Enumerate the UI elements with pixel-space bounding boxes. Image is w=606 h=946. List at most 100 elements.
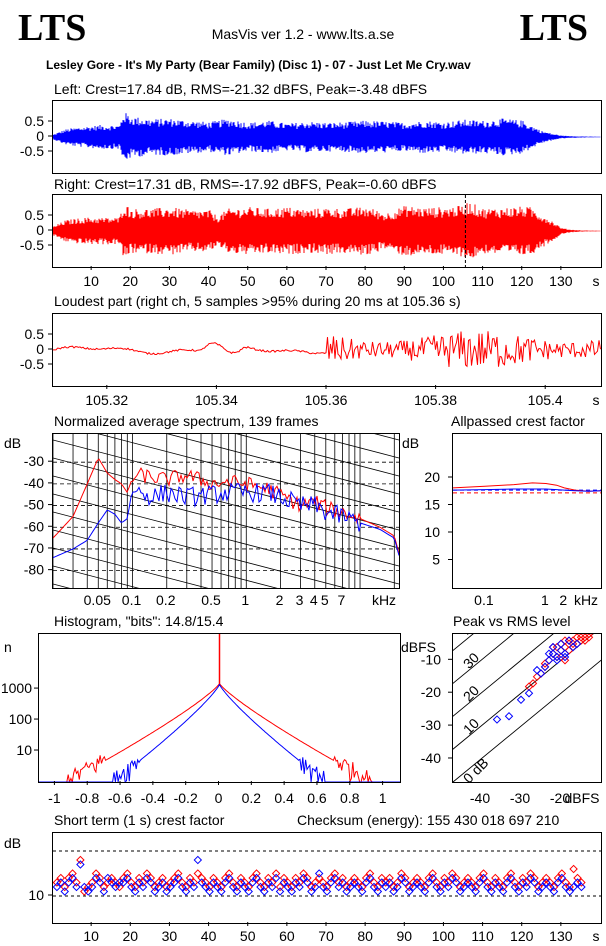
spectrum-slope-line [53, 457, 399, 549]
short-term-point-left [463, 878, 473, 887]
spectrum-xtick-label: 5 [321, 592, 329, 608]
spectrum-slope-line [305, 434, 399, 459]
short-term-point-left [365, 873, 375, 883]
left-waveform-ytick-label: 0.5 [25, 113, 45, 129]
spectrum-xtick-label: 0.5 [201, 592, 221, 608]
allpass-ylabel: dB [402, 435, 419, 451]
right-waveform-xtick-label: 50 [240, 273, 256, 289]
loudest-xtick-label: 105.38 [414, 392, 457, 408]
peak-rms-xlabel: dBFS [564, 790, 599, 806]
right-waveform-xtick-label: 80 [357, 273, 373, 289]
right-waveform-ytick-label: -0.5 [20, 237, 44, 253]
right-waveform-trace [53, 203, 601, 258]
spectrum-slope-line [53, 583, 70, 588]
short-term-point-right [56, 873, 66, 883]
short-term-point-left [99, 887, 109, 896]
short-term-point-left [510, 882, 520, 892]
short-term-xtick-label: 60 [279, 928, 295, 944]
histogram-title: Histogram, "bits": 14.8/15.4 [54, 613, 224, 629]
left-channel-title: Left: Crest=17.84 dB, RMS=-21.32 dBFS, P… [54, 81, 428, 97]
short-term-point-left [538, 882, 547, 892]
peak-rms-title: Peak vs RMS level [453, 613, 571, 629]
allpass-title: Allpassed crest factor [451, 413, 585, 429]
short-term-point-left [142, 873, 152, 883]
short-term-point-left [134, 878, 144, 887]
peak-rms-point-left [556, 639, 566, 649]
histogram-ytick-label: 10 [16, 742, 32, 758]
short-term-point-left [197, 878, 206, 887]
short-term-point-right [440, 873, 449, 883]
loudest-xtick-label: 105.4 [528, 392, 563, 408]
short-term-point-right [60, 882, 69, 892]
short-term-point-right [291, 873, 300, 883]
short-term-point-right [541, 873, 551, 883]
right-waveform-xtick-label: 110 [471, 273, 494, 289]
short-term-point-left [119, 878, 128, 887]
spectrum-slope-line [53, 547, 209, 588]
short-term-point-left [189, 882, 199, 892]
short-term-point-left [299, 873, 308, 883]
short-term-xtick-label: 70 [318, 928, 334, 944]
spectrum-xtick-label: 0.2 [156, 592, 176, 608]
spectrum-ylabel: dB [4, 435, 21, 451]
histogram-ytick-label: 100 [9, 711, 33, 727]
track-title: Lesley Gore - It's My Party (Bear Family… [46, 58, 471, 72]
histogram-xtick-label: -1 [48, 790, 61, 806]
short-term-point-left [389, 887, 398, 896]
allpass-plot [453, 482, 601, 494]
short-term-point-left [408, 882, 418, 892]
short-term-point-left [518, 878, 527, 887]
short-term-point-left [83, 887, 93, 896]
loudest-xtick-label: 105.32 [85, 392, 128, 408]
short-term-point-left [80, 882, 89, 892]
short-term-point-left [541, 878, 551, 887]
short-term-point-right [557, 869, 567, 878]
histogram-series-left [39, 683, 400, 782]
short-term-xtick-label: 50 [240, 928, 256, 944]
short-term-point-left [573, 878, 582, 887]
short-term-point-left [498, 887, 508, 896]
short-term-point-right [279, 873, 289, 883]
short-term-point-right [412, 873, 422, 883]
peak-rms-point-left [524, 688, 534, 698]
short-term-point-left [283, 882, 293, 892]
short-term-point-left [193, 855, 203, 865]
spectrum-series-left [53, 482, 399, 559]
short-term-point-right [72, 878, 81, 887]
spectrum-ytick-label: -70 [24, 540, 44, 556]
short-term-point-right [569, 864, 578, 874]
short-term-point-left [275, 887, 285, 896]
allpass-xunit: kHz [574, 592, 598, 608]
short-term-point-left [326, 878, 336, 887]
spectrum-slope-line [374, 434, 399, 441]
loudest-ytick-label: 0 [36, 341, 44, 357]
short-term-point-left [95, 878, 105, 887]
short-term-point-right [314, 873, 324, 883]
short-term-point-right [142, 869, 152, 878]
peak-rms-point-left [572, 639, 582, 649]
short-term-point-left [526, 873, 535, 883]
short-term-point-left [291, 878, 300, 887]
spectrum-ytick-label: -60 [24, 518, 44, 534]
short-term-point-left [123, 873, 132, 883]
allpass-xtick-label: 1 [541, 592, 549, 608]
allpass-series-left [453, 488, 601, 492]
peak-rms-point-left [536, 669, 546, 678]
short-term-point-right [256, 878, 265, 887]
short-term-point-left [244, 887, 253, 896]
short-term-point-left [181, 887, 191, 896]
short-term-point-left [346, 882, 355, 892]
right-waveform-plot [53, 195, 601, 267]
short-term-point-left [318, 882, 328, 892]
short-term-point-right [311, 878, 320, 887]
short-term-point-left [424, 878, 434, 887]
short-term-xtick-label: 110 [471, 928, 494, 944]
short-term-point-right [561, 878, 571, 887]
short-term-point-right [123, 869, 132, 878]
loudest-xunit: s [593, 392, 600, 408]
histogram-xtick-label: 0.8 [340, 790, 360, 806]
short-term-point-left [397, 873, 406, 883]
short-term-point-right [158, 873, 167, 883]
short-term-point-right [573, 873, 582, 883]
short-term-point-left [451, 878, 461, 887]
